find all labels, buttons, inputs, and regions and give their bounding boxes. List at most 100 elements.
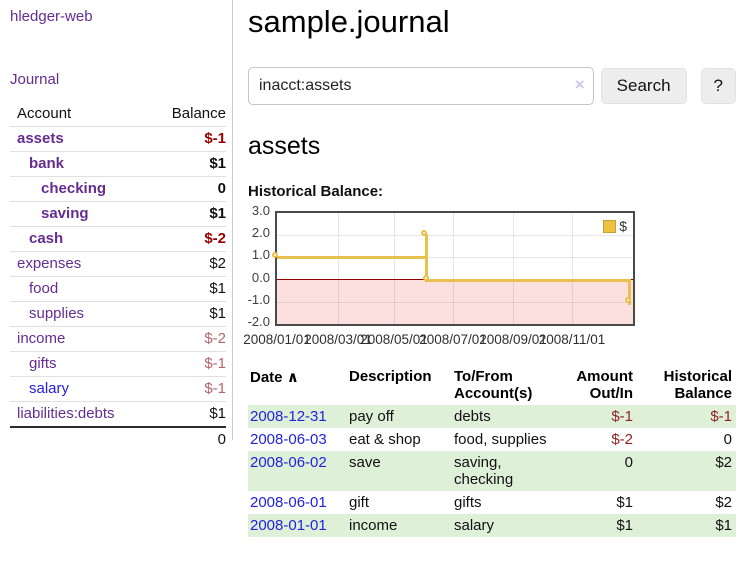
account-link-liabilities-debts[interactable]: liabilities:debts	[17, 405, 115, 422]
y-tick-label: 0.0	[251, 270, 270, 285]
x-tick-label: 2008/07/01	[419, 332, 487, 347]
main-content: sample.journal × Search ? assets Histori…	[243, 0, 736, 537]
description-column-header: Description	[349, 368, 432, 385]
search-box: ×	[248, 67, 594, 105]
account-balance: $-2	[152, 226, 226, 252]
account-link-checking[interactable]: checking	[41, 180, 107, 197]
historical-balance-chart: 3.0 2.0 1.0 0.0 -1.0 -2.0	[243, 203, 736, 352]
y-tick-label: -2.0	[247, 314, 270, 329]
account-balance: $-1	[152, 351, 226, 377]
sidebar-item-journal[interactable]: Journal	[10, 71, 60, 88]
gridline	[394, 213, 395, 324]
account-link-cash[interactable]: cash	[29, 230, 64, 247]
account-link-food[interactable]: food	[29, 280, 59, 297]
account-row: assets $-1	[10, 126, 226, 152]
transaction-row[interactable]: 2008-06-01 gift gifts $1 $2	[248, 491, 736, 514]
account-link-bank[interactable]: bank	[29, 155, 65, 172]
transaction-row[interactable]: 2008-12-31 pay off debts $-1 $-1	[248, 405, 736, 428]
transaction-amount: 0	[624, 454, 633, 471]
account-link-supplies[interactable]: supplies	[29, 305, 85, 322]
gridline	[453, 213, 454, 324]
clear-search-icon[interactable]: ×	[574, 75, 585, 94]
search-form: × Search ?	[248, 67, 736, 105]
gridline	[277, 302, 633, 303]
y-tick-label: 2.0	[251, 225, 270, 240]
account-link-income[interactable]: income	[17, 330, 66, 347]
search-input[interactable]	[248, 67, 594, 105]
accounts-table-header: Account Balance	[10, 102, 226, 127]
data-point-marker	[272, 252, 278, 258]
transaction-amount: $-2	[611, 431, 633, 448]
account-row: cash $-2	[10, 226, 226, 252]
account-link-gifts[interactable]: gifts	[29, 355, 57, 372]
balance-column-header: Historical Balance	[663, 368, 732, 402]
transaction-amount: $-1	[611, 408, 633, 425]
transaction-date-link[interactable]: 2008-06-03	[250, 431, 327, 448]
transactions-header-row: Date ∧ Description To/From Account(s) Am…	[248, 365, 736, 405]
transaction-balance: 0	[723, 431, 732, 448]
y-tick-label: -1.0	[247, 292, 270, 307]
transaction-accounts: food, supplies	[454, 431, 547, 448]
transaction-row[interactable]: 2008-01-01 income salary $1 $1	[248, 514, 736, 537]
x-tick-label: 2008/01/01	[243, 332, 311, 347]
series-line-segment	[628, 279, 631, 305]
account-balance: $-1	[152, 126, 226, 152]
transaction-amount: $1	[616, 494, 633, 511]
page-title: sample.journal	[248, 4, 450, 39]
y-tick-label: 3.0	[251, 203, 270, 218]
transaction-description: gift	[349, 494, 370, 511]
amount-column-header: Amount Out/In	[576, 368, 633, 402]
x-tick-label: 2008/05/01	[360, 332, 428, 347]
data-point-marker	[423, 275, 429, 281]
account-balance: $1	[152, 201, 226, 227]
account-row: bank $1	[10, 151, 226, 177]
transaction-accounts: debts	[454, 408, 491, 425]
help-button[interactable]: ?	[700, 68, 736, 104]
account-row: supplies $1	[10, 301, 226, 327]
account-balance: $-1	[152, 376, 226, 402]
sidebar: hledger-web Journal Account Balance asse…	[0, 0, 233, 452]
transaction-amount: $1	[616, 517, 633, 534]
date-column-header[interactable]: Date ∧	[248, 365, 345, 405]
transaction-balance: $2	[715, 494, 732, 511]
transaction-date-link[interactable]: 2008-06-02	[250, 454, 327, 471]
series-line-segment	[425, 234, 428, 282]
balance-column-header: Balance	[171, 105, 226, 122]
account-balance: 0	[152, 176, 226, 202]
series-line-segment	[426, 279, 631, 282]
transaction-row[interactable]: 2008-06-03 eat & shop food, supplies $-2…	[248, 428, 736, 451]
account-balance: $1	[152, 301, 226, 327]
negative-region-fill	[277, 280, 633, 324]
account-column-header: Account	[17, 105, 72, 122]
sort-ascending-icon: ∧	[286, 369, 299, 386]
gridline	[338, 213, 339, 324]
account-row: salary $-1	[10, 376, 226, 402]
gridline	[572, 213, 573, 324]
legend-swatch-icon	[603, 219, 617, 233]
transaction-balance: $-1	[710, 408, 732, 425]
transaction-date-link[interactable]: 2008-12-31	[250, 408, 327, 425]
account-balance: $1	[152, 151, 226, 177]
account-link-assets[interactable]: assets	[17, 130, 64, 147]
transaction-description: pay off	[349, 408, 394, 425]
account-link-expenses[interactable]: expenses	[17, 255, 82, 272]
search-button[interactable]: Search	[600, 68, 687, 104]
transaction-date-link[interactable]: 2008-01-01	[250, 517, 327, 534]
transaction-row[interactable]: 2008-06-02 save saving, checking 0 $2	[248, 451, 736, 491]
app-title-link[interactable]: hledger-web	[10, 8, 93, 25]
chart-legend: $	[601, 217, 629, 235]
transactions-table: Date ∧ Description To/From Account(s) Am…	[248, 365, 736, 537]
transaction-description: eat & shop	[349, 431, 421, 448]
transaction-description: income	[349, 517, 398, 534]
gridline	[513, 213, 514, 324]
series-line-segment	[277, 256, 427, 259]
account-row: income $-2	[10, 326, 226, 352]
transaction-date-link[interactable]: 2008-06-01	[250, 494, 327, 511]
y-tick-label: 1.0	[251, 247, 270, 262]
account-link-saving[interactable]: saving	[41, 205, 89, 222]
account-row: checking 0	[10, 176, 226, 202]
account-link-salary[interactable]: salary	[29, 380, 70, 397]
transaction-accounts: salary	[454, 517, 495, 534]
data-point-marker	[421, 230, 427, 236]
transaction-description: save	[349, 454, 381, 471]
